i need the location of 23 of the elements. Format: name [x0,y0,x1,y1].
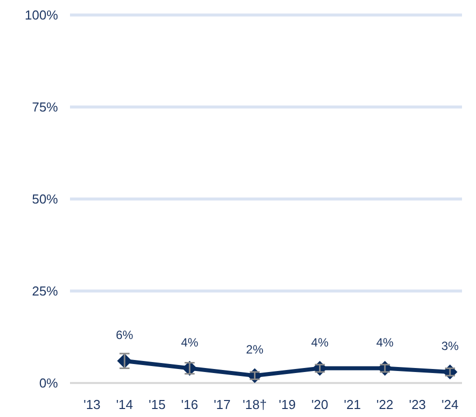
y-tick-label: 100% [24,8,58,23]
x-tick-label: '22 [376,397,394,412]
y-tick-label: 75% [32,100,58,115]
data-label: 4% [376,335,394,350]
y-tick-label: 25% [32,284,58,299]
data-label: 3% [441,338,459,353]
x-tick-label: '21 [344,397,361,412]
x-tick-label: '19 [278,397,296,412]
x-tick-label: '24 [442,397,458,412]
x-tick-label: '23 [408,397,426,412]
x-tick-label: '14 [116,397,134,412]
x-tick-label: '18† [242,397,267,412]
data-label: 4% [180,335,199,350]
y-tick-label: 50% [32,192,58,207]
x-tick-label: '17 [214,397,231,412]
y-tick-label: 0% [39,376,58,391]
data-label: 2% [246,342,264,357]
x-tick-label: '20 [311,397,328,412]
x-tick-label: '15 [148,397,166,412]
x-tick-label: '16 [181,397,198,412]
data-label: 6% [116,328,134,342]
data-label: 4% [311,335,329,350]
x-tick-label: '13 [84,397,100,412]
